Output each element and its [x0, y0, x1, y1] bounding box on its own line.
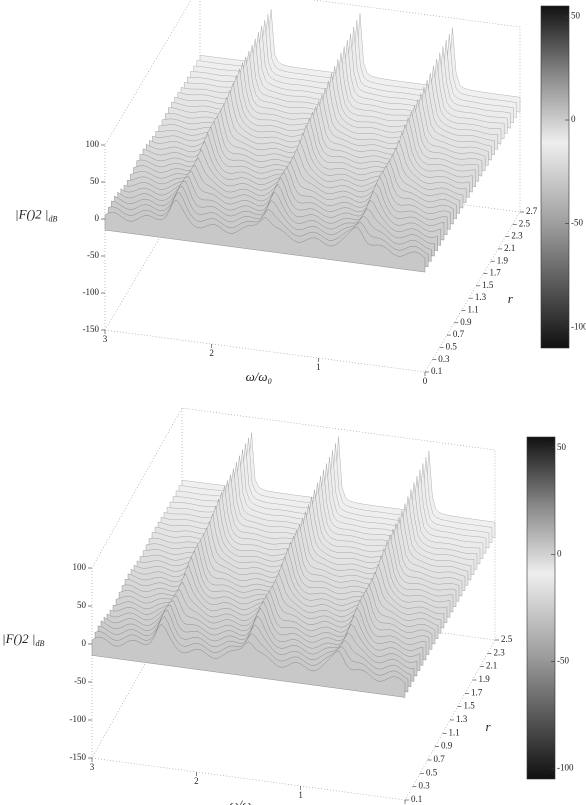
r-tick-label: 0.1 [411, 794, 422, 804]
r-tick-label: 2.5 [501, 634, 513, 644]
z-axis-label: |F()2 |dB [2, 631, 45, 648]
r-tick-label: 1.3 [456, 714, 468, 724]
x-axis-label-main: ω/ω [229, 797, 251, 805]
x-tick-label: 2 [194, 776, 199, 786]
r-tick-label: 2.3 [511, 231, 523, 241]
r-axis-label: r [508, 291, 514, 306]
back-walls [91, 407, 496, 758]
z-tick-label: 100 [73, 562, 87, 572]
z-tick-label: -50 [87, 250, 99, 260]
r-tick-label: 0.3 [419, 781, 431, 791]
r-tick-label: 1.9 [479, 674, 491, 684]
surface-strip [91, 623, 406, 698]
r-tick-label: 1.7 [471, 687, 483, 697]
colorbar-tick-label: 0 [557, 549, 562, 559]
x-tick-label: 3 [90, 762, 95, 772]
r-tick-label: 1.1 [468, 305, 479, 315]
r-tick-label: 2.1 [486, 661, 497, 671]
z-tick-label: 50 [77, 600, 87, 610]
z-axis-label-main: |F()2 | [2, 631, 36, 646]
z-tick-label: -150 [70, 752, 87, 762]
z-tick-label: -50 [74, 676, 86, 686]
x-tick-label: 1 [298, 790, 303, 800]
x-axis-label-sub: 0 [268, 377, 272, 386]
r-tick-label: 2.3 [494, 647, 506, 657]
r-tick-label: 1.7 [489, 268, 501, 278]
z-tick-label: -100 [83, 287, 100, 297]
x-tick-label: 0 [423, 376, 428, 386]
r-tick-label: 0.7 [434, 754, 446, 764]
colorbar-tick-label: 50 [571, 10, 581, 20]
z-axis-label-sub: dB [36, 639, 45, 648]
back-walls [104, 0, 521, 330]
r-tick-label: 2.7 [526, 206, 538, 216]
r-tick-label: 1.5 [482, 280, 494, 290]
z-tick-label: -100 [70, 714, 87, 724]
r-tick-label: 0.1 [431, 366, 442, 376]
r-tick-label: 0.3 [438, 354, 450, 364]
z-tick-label: 50 [90, 176, 100, 186]
z-axis-label-main: |F()2 | [15, 206, 49, 221]
r-tick-label: 0.5 [426, 767, 438, 777]
z-tick-label: -150 [83, 324, 100, 334]
r-tick-label: 1.3 [475, 292, 487, 302]
colorbar-tick-label: -100 [571, 321, 586, 331]
x-axis-label: ω/ω0 [246, 369, 272, 386]
colorbar-tick-label: -50 [571, 218, 583, 228]
z-tick-label: 0 [95, 213, 100, 223]
colorbar-tick-label: 50 [557, 442, 567, 452]
r-axis-label: r [486, 719, 492, 734]
r-tick-label: 2.5 [519, 218, 531, 228]
x-tick-label: 3 [103, 334, 108, 344]
x-axis-label-main: ω/ω [246, 369, 268, 384]
r-tick-label: 0.5 [446, 341, 458, 351]
colorbar [526, 436, 556, 780]
r-tick-label: 1.1 [449, 727, 460, 737]
r-tick-label: 1.9 [497, 255, 509, 265]
z-tick-label: 0 [82, 638, 87, 648]
z-axis-label: |F()2 |dB [15, 206, 58, 223]
colorbar [540, 5, 570, 349]
z-axis-label-sub: dB [49, 214, 58, 223]
x-tick-label: 2 [209, 348, 214, 358]
colorbar-tick-label: -100 [557, 762, 574, 772]
r-tick-label: 0.9 [441, 741, 453, 751]
r-tick-label: 2.1 [504, 243, 515, 253]
r-tick-label: 1.5 [464, 701, 476, 711]
colorbar-tick-label: 0 [571, 114, 576, 124]
r-tick-label: 0.7 [453, 329, 465, 339]
colorbar-tick-label: -50 [557, 656, 569, 666]
x-tick-label: 1 [316, 362, 321, 372]
x-axis-label: ω/ω0 [229, 797, 255, 805]
r-tick-label: 0.9 [460, 317, 472, 327]
surface-strip [104, 199, 426, 273]
z-tick-label: 100 [86, 139, 100, 149]
